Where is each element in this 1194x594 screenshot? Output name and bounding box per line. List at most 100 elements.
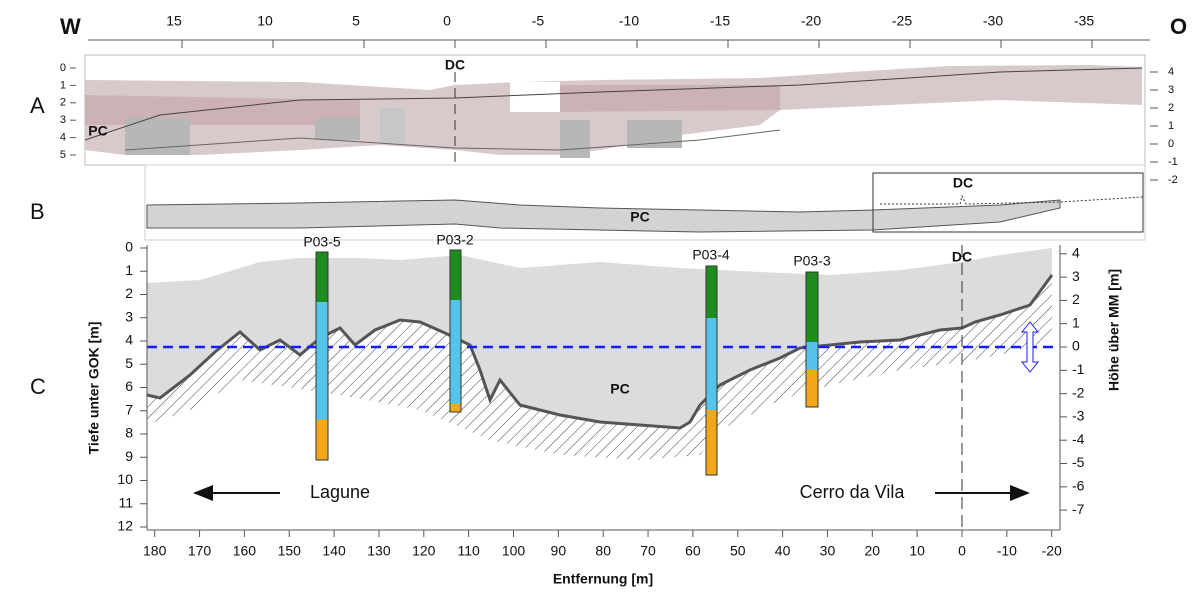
arrow-label: Lagune: [310, 482, 370, 502]
figure: W O A B C DC PC DC PC DC PC P03-5 P03-2 …: [0, 0, 1194, 594]
a-right-tick-label: 4: [1168, 66, 1174, 78]
shape: [806, 342, 818, 370]
arrow-label: Cerro da Vila: [800, 482, 906, 502]
top-tick-label: 0: [443, 13, 451, 29]
shape: [706, 318, 717, 410]
y-tick-label: 12: [117, 518, 133, 534]
borehole-label: P03-5: [303, 234, 341, 250]
x-tick-label: 120: [412, 543, 436, 559]
x-tick-label: 20: [865, 543, 881, 559]
y2-tick-label: 4: [1072, 245, 1080, 261]
borehole: [706, 266, 717, 475]
a-left-tick-label: 0: [60, 62, 66, 74]
x-tick-label: 180: [143, 543, 167, 559]
x-tick-label: 10: [909, 543, 925, 559]
x-tick-label: 30: [820, 543, 836, 559]
shape: [316, 420, 328, 460]
a-left-tick-label: 1: [60, 79, 66, 91]
x-tick-label: 90: [551, 543, 567, 559]
x-tick-label: 60: [685, 543, 701, 559]
a-left-tick-label: 4: [60, 132, 66, 144]
y-tick-label: 7: [125, 401, 133, 417]
x-tick-label: -20: [1042, 543, 1062, 559]
a-left-tick-label: 3: [60, 114, 66, 126]
y-tick-label: 6: [125, 378, 133, 394]
panel-label: A: [30, 93, 45, 118]
west: W: [60, 14, 81, 39]
panel-label: C: [30, 374, 46, 399]
x-tick-label: 40: [775, 543, 791, 559]
x-tick-label: 0: [958, 543, 966, 559]
y2-tick-label: -4: [1072, 431, 1085, 447]
top-tick-label: -20: [801, 13, 821, 29]
borehole-label: P03-3: [793, 253, 831, 269]
panel-a-gap: [510, 82, 560, 112]
top-tick-label: -10: [619, 13, 639, 29]
y-tick-label: 2: [125, 285, 133, 301]
a-right-tick-label: 3: [1168, 84, 1174, 96]
y2-tick-label: -1: [1072, 361, 1085, 377]
y2-tick-label: -5: [1072, 454, 1085, 470]
pc-label: PC: [610, 381, 629, 397]
top-tick-label: -15: [710, 13, 730, 29]
top-tick-label: -30: [983, 13, 1003, 29]
y2-tick-label: -6: [1072, 478, 1085, 494]
x-tick-label: 50: [730, 543, 746, 559]
y-tick-label: 5: [125, 355, 133, 371]
y-tick-label: 1: [125, 262, 133, 278]
borehole: [806, 272, 818, 407]
x-tick-label: 160: [233, 543, 257, 559]
y2-tick-label: 0: [1072, 338, 1080, 354]
a-right-tick-label: 1: [1168, 120, 1174, 132]
y2-tick-label: 3: [1072, 268, 1080, 284]
a-right-tick-label: -1: [1168, 156, 1178, 168]
top-tick-label: -5: [532, 13, 545, 29]
y2-tick-label: -7: [1072, 501, 1085, 517]
top-tick-label: 15: [166, 13, 182, 29]
y-tick-label: 3: [125, 308, 133, 324]
panel-label: B: [30, 199, 45, 224]
shape: [706, 266, 717, 318]
pc-label: PC: [630, 209, 649, 225]
dc-label: DC: [445, 57, 465, 73]
top-tick-label: -35: [1074, 13, 1094, 29]
y2-tick-label: 1: [1072, 314, 1080, 330]
a-right-tick-label: -2: [1168, 174, 1178, 186]
x-tick-label: 70: [640, 543, 656, 559]
a-left-tick-label: 2: [60, 97, 66, 109]
panel-a-block: [560, 120, 590, 158]
x-tick-label: -10: [997, 543, 1017, 559]
dc-label: DC: [953, 175, 973, 191]
y-tick-label: 0: [125, 239, 133, 255]
a-right-tick-label: 0: [1168, 138, 1174, 150]
x-tick-label: 110: [457, 543, 480, 559]
y2-tick-label: -3: [1072, 408, 1085, 424]
y-tick-label: 8: [125, 425, 133, 441]
x-tick-label: 130: [367, 543, 391, 559]
borehole: [450, 250, 461, 412]
y-tick-label: 11: [118, 494, 133, 510]
panel-a-block: [380, 108, 405, 143]
shape: [316, 302, 328, 420]
shape: [316, 252, 328, 302]
east: O: [1170, 14, 1187, 39]
top-tick-label: 5: [352, 13, 360, 29]
shape: [806, 272, 818, 342]
y2-axis-title: Höhe über MM [m]: [1106, 269, 1122, 391]
a-left-tick-label: 5: [60, 149, 66, 161]
y2-tick-label: -2: [1072, 384, 1085, 400]
pc-label: PC: [88, 123, 107, 139]
x-tick-label: 100: [502, 543, 526, 559]
borehole-label: P03-2: [436, 232, 474, 248]
borehole: [316, 252, 328, 460]
shape: [450, 300, 461, 404]
panel-a-block: [315, 118, 360, 140]
borehole-label: P03-4: [692, 247, 730, 263]
a-right-tick-label: 2: [1168, 102, 1174, 114]
shape: [806, 370, 818, 407]
y-tick-label: 9: [125, 448, 133, 464]
y2-tick-label: 2: [1072, 291, 1080, 307]
top-tick-label: 10: [257, 13, 273, 29]
drawing: [85, 40, 1150, 530]
dc-label: DC: [952, 249, 972, 265]
